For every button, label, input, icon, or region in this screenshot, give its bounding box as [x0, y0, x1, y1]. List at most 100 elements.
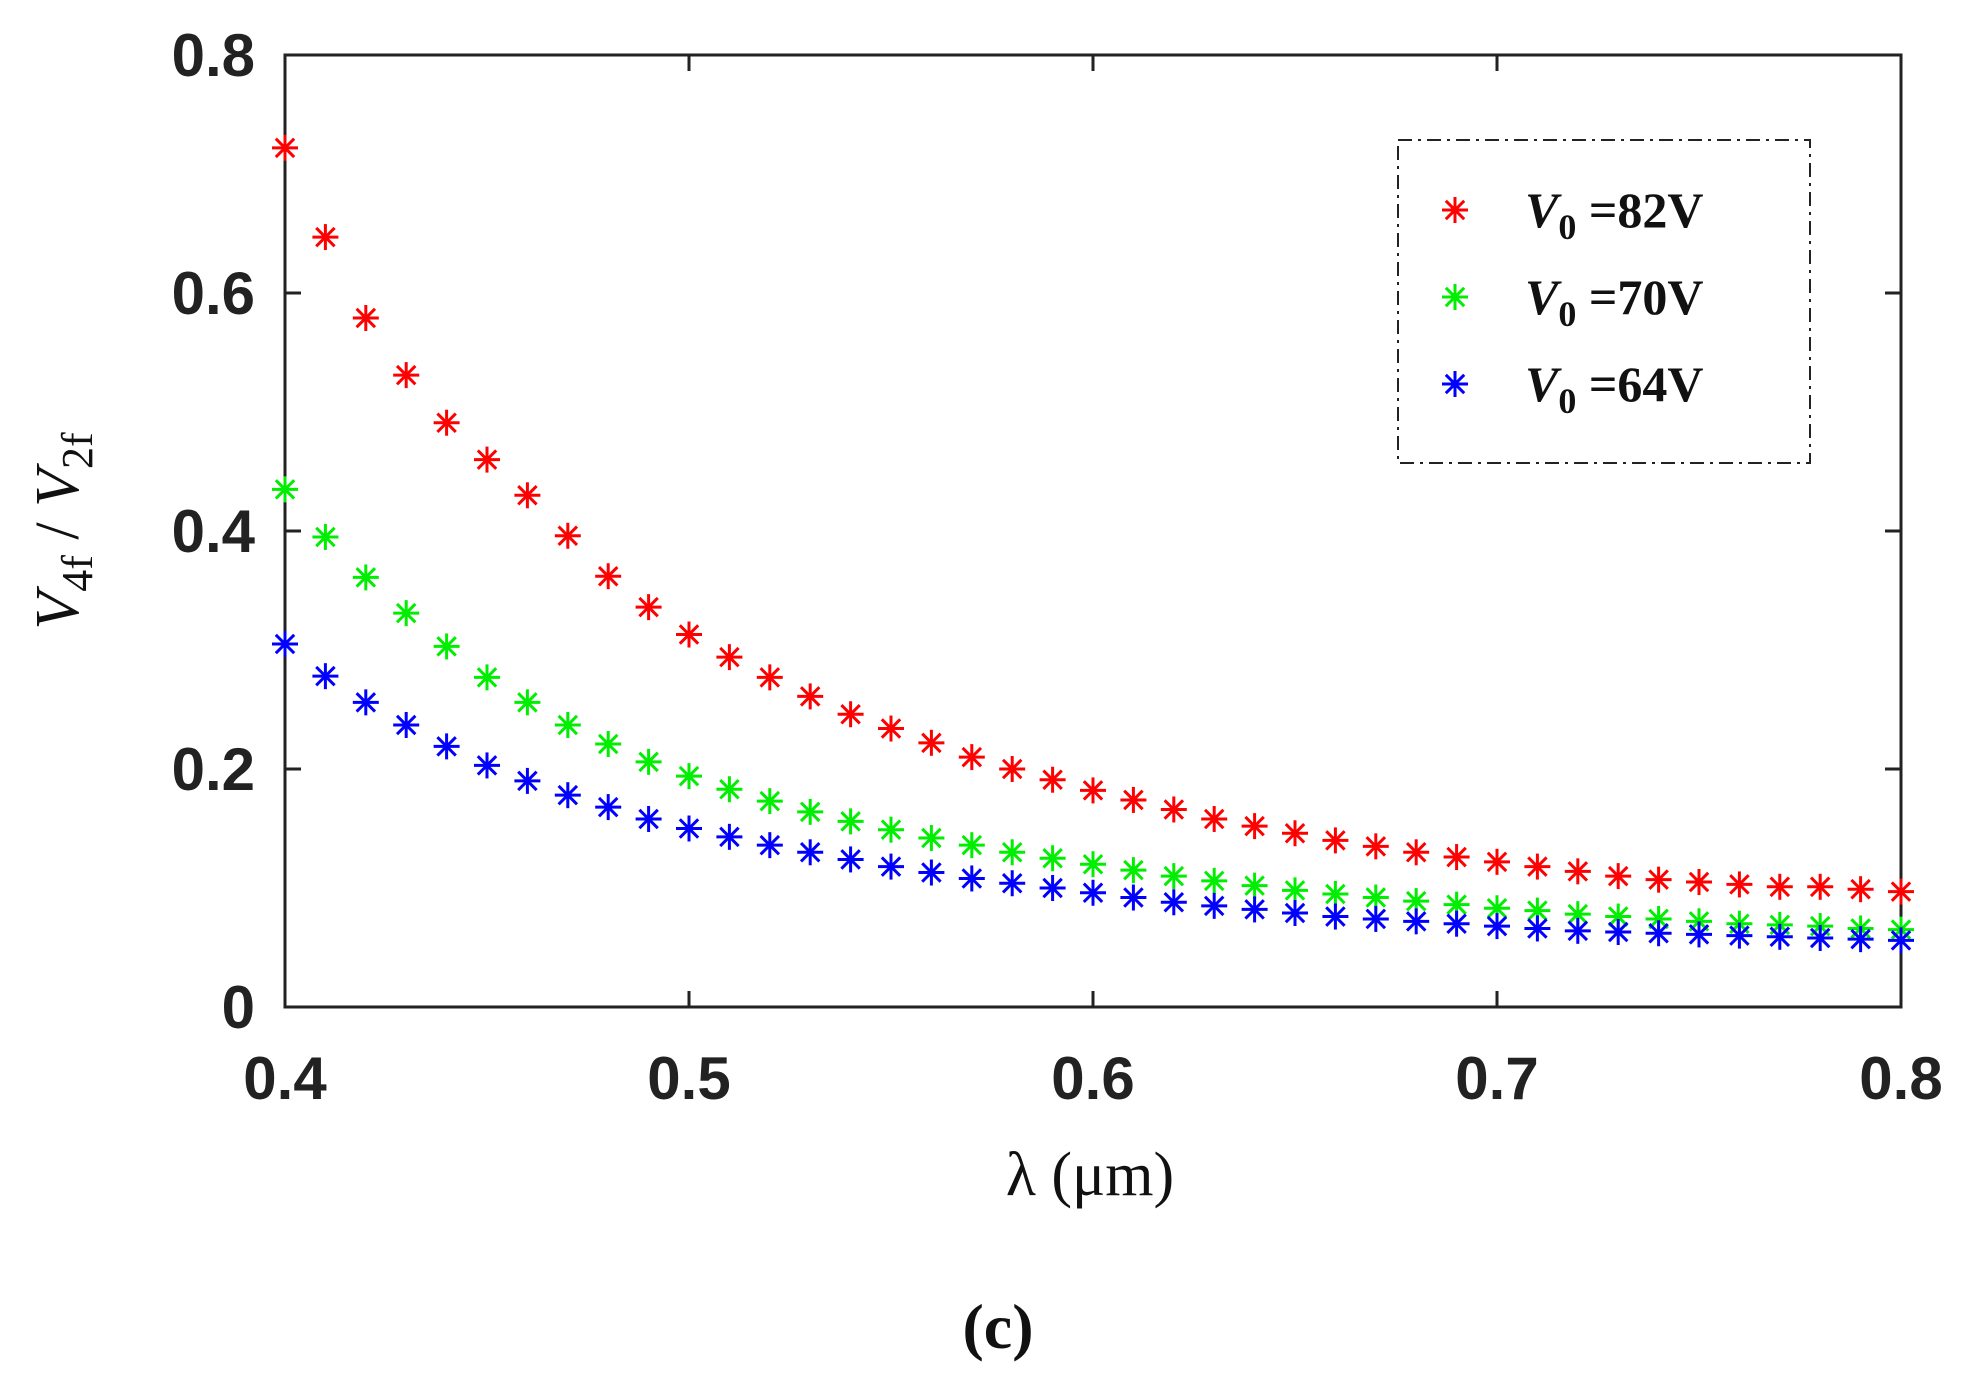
data-point — [1524, 853, 1551, 880]
data-point — [1605, 919, 1632, 946]
data-point — [1201, 805, 1228, 832]
data-point — [1080, 879, 1106, 906]
data-point — [393, 711, 420, 738]
data-point — [1888, 878, 1914, 905]
axis-ticks — [283, 53, 1903, 1009]
data-point — [1484, 895, 1510, 922]
data-point — [474, 664, 500, 691]
data-point — [474, 752, 500, 779]
data-point — [1282, 899, 1308, 926]
data-point — [958, 865, 985, 892]
data-point — [1322, 880, 1349, 907]
data-point — [1564, 917, 1591, 944]
data-point — [1241, 813, 1268, 840]
x-tick-label: 0.7 — [1455, 1045, 1538, 1112]
series-64V — [272, 631, 1914, 954]
data-point — [433, 633, 460, 660]
data-point — [1524, 897, 1551, 924]
data-point — [1120, 786, 1147, 813]
y-label-denominator-sub: 2f — [53, 432, 102, 469]
data-point — [676, 763, 702, 790]
legend-marker — [1442, 284, 1468, 310]
data-point — [1403, 908, 1430, 935]
data-point — [837, 846, 864, 873]
data-point — [1241, 872, 1268, 899]
data-point — [554, 711, 581, 738]
x-axis-label: λ (μm) — [1006, 1141, 1174, 1209]
legend-label-sub: 0 — [1558, 294, 1576, 334]
data-point — [1726, 871, 1753, 898]
data-point — [1322, 903, 1349, 930]
y-tick-labels: 0 0.2 0.4 0.6 0.8 — [172, 22, 256, 1041]
data-point — [393, 600, 420, 627]
data-point — [1605, 863, 1632, 890]
data-point — [676, 621, 702, 648]
data-point — [837, 808, 864, 835]
data-point — [1362, 905, 1389, 932]
series-70V — [272, 476, 1914, 943]
figure-caption: (c) — [962, 1291, 1033, 1362]
data-point — [595, 563, 622, 590]
data-point — [1160, 863, 1187, 890]
data-point — [756, 788, 783, 815]
data-point — [595, 731, 622, 758]
data-point — [433, 409, 460, 436]
data-point — [1564, 901, 1591, 928]
data-point — [999, 870, 1026, 897]
data-point — [716, 776, 743, 803]
data-point — [393, 362, 420, 389]
data-point — [999, 839, 1026, 866]
data-point — [312, 224, 339, 251]
data-point — [1080, 851, 1106, 878]
legend-label: V0 =70V — [1525, 269, 1703, 334]
data-point — [1080, 777, 1106, 804]
y-label-numerator: V — [24, 586, 92, 630]
data-point — [312, 663, 339, 690]
data-point — [272, 631, 298, 658]
data-point — [878, 715, 904, 742]
data-point — [1201, 892, 1228, 919]
x-tick-labels: 0.4 0.5 0.6 0.7 0.8 — [243, 1045, 1942, 1112]
data-point — [1403, 839, 1430, 866]
data-point — [554, 522, 581, 549]
data-point — [1443, 891, 1470, 918]
data-point — [878, 816, 904, 843]
legend-label-rest: =64V — [1576, 356, 1703, 412]
data-point — [352, 689, 379, 716]
y-tick-label: 0.4 — [172, 498, 256, 565]
data-point — [514, 689, 541, 716]
data-point — [1120, 884, 1147, 911]
x-tick-label: 0.5 — [647, 1045, 730, 1112]
data-point — [352, 564, 379, 591]
data-point — [756, 664, 783, 691]
data-point — [514, 767, 541, 794]
data-point — [1039, 875, 1066, 901]
data-point — [878, 853, 904, 880]
data-point — [1807, 924, 1834, 951]
legend-label: V0 =64V — [1525, 356, 1703, 421]
x-tick-label: 0.8 — [1859, 1045, 1942, 1112]
data-point — [1039, 845, 1066, 872]
data-point — [756, 832, 783, 859]
data-point — [716, 644, 743, 671]
data-point — [918, 859, 945, 886]
x-tick-label: 0.6 — [1051, 1045, 1134, 1112]
data-point — [1362, 833, 1389, 860]
y-axis-label: V4f / V2f — [24, 432, 102, 630]
data-point — [1282, 877, 1308, 904]
data-point — [1160, 796, 1187, 823]
data-point — [312, 523, 339, 550]
legend-label-base: V — [1525, 182, 1562, 238]
data-point — [1524, 915, 1551, 942]
data-point — [272, 476, 298, 503]
data-point — [1726, 922, 1753, 949]
y-label-numerator-sub: 4f — [53, 555, 102, 592]
y-tick-label: 0.2 — [172, 736, 255, 803]
legend-label-sub: 0 — [1558, 207, 1576, 247]
data-point — [797, 683, 824, 710]
data-point — [837, 701, 864, 728]
data-point — [1282, 820, 1308, 847]
legend-label-sub: 0 — [1558, 381, 1576, 421]
